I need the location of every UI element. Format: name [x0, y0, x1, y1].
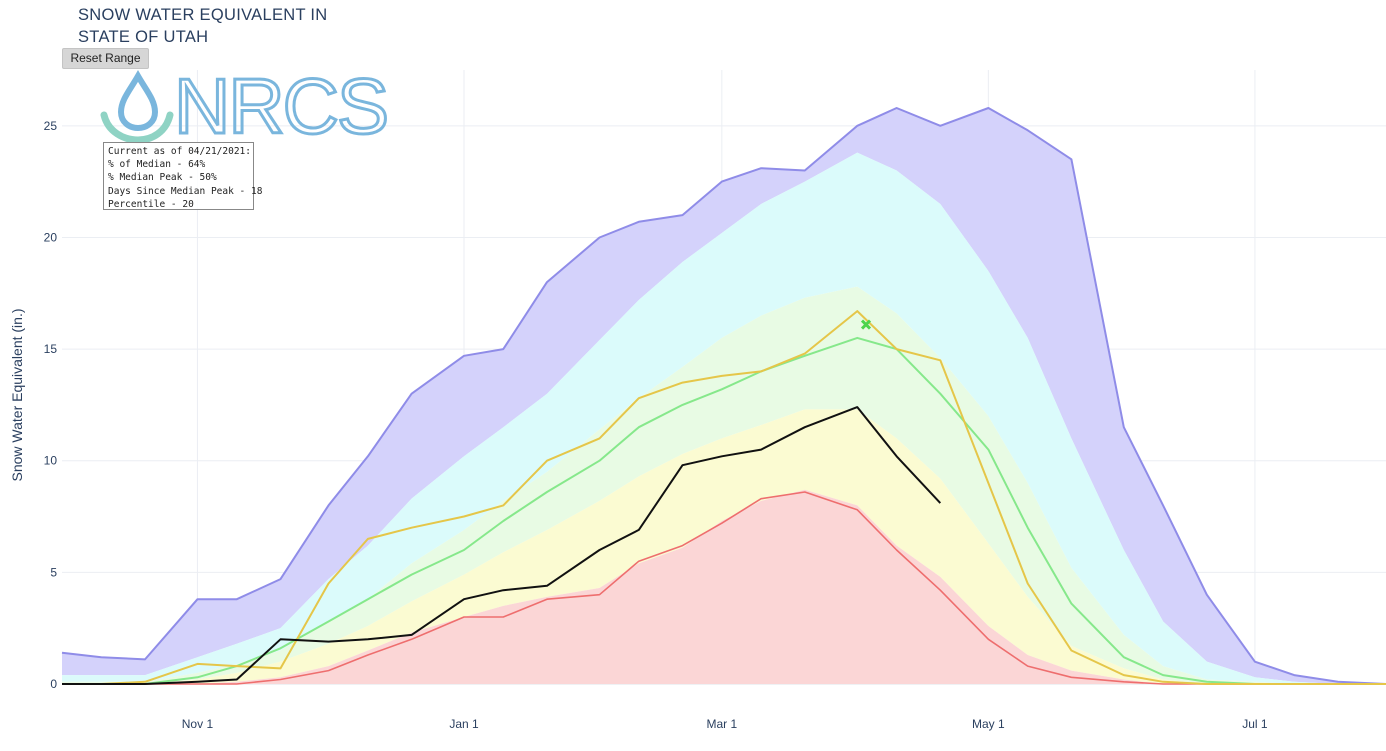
x-tick-label: Jul 1 — [1242, 717, 1268, 731]
series-lines — [61, 107, 1386, 685]
chart-title-line-2: STATE OF UTAH — [78, 28, 209, 46]
y-tick-label: 20 — [44, 230, 58, 244]
min-line — [62, 491, 1386, 685]
info-percent-median-peak: % Median Peak - 50% — [108, 172, 217, 184]
x-tick-label: Jan 1 — [449, 717, 479, 731]
wy2020-line — [62, 310, 1386, 685]
x-tick-label: Mar 1 — [706, 717, 737, 731]
info-percent-median: % of Median - 64% — [108, 159, 206, 171]
y-axis-title: Snow Water Equivalent (in.) — [9, 309, 25, 482]
band-max-90 — [62, 107, 1386, 684]
water-drop-icon — [117, 69, 159, 132]
wy2021-line — [62, 406, 942, 685]
x-tick-label: May 1 — [972, 717, 1005, 731]
y-tick-label: 25 — [44, 119, 58, 133]
tick-labels: 0 5 10 15 20 25 Nov 1 Jan 1 Mar 1 May 1 Jul 1 — [44, 119, 1268, 731]
chart-title-line-1: SNOW WATER EQUIVALENT IN — [78, 6, 328, 24]
max-line — [61, 107, 1386, 685]
median-peak-marker — [860, 319, 872, 330]
logo-text: NRCS — [174, 62, 387, 150]
y-tick-label: 0 — [50, 677, 57, 691]
y-tick-label: 10 — [44, 454, 58, 468]
y-tick-label: 5 — [50, 565, 57, 579]
current-stats-box: Current as of 04/21/2021: % of Median - … — [103, 142, 263, 210]
y-tick-label: 15 — [44, 342, 58, 356]
reset-range-button[interactable]: Reset Range — [62, 48, 149, 69]
info-percentile: Percentile - 20 — [108, 198, 194, 210]
band-30-min — [62, 489, 1386, 684]
info-days-since-peak: Days Since Median Peak - 18 — [108, 185, 263, 197]
info-current-date: Current as of 04/21/2021: — [108, 146, 251, 157]
logo-swoosh — [100, 111, 174, 144]
x-tick-label: Nov 1 — [182, 717, 214, 731]
median-line — [62, 336, 1386, 685]
markers — [860, 319, 872, 330]
band-50-30 — [62, 409, 1386, 684]
nrcs-logo: NRCS — [100, 61, 391, 152]
band-90-70 — [62, 152, 1386, 685]
